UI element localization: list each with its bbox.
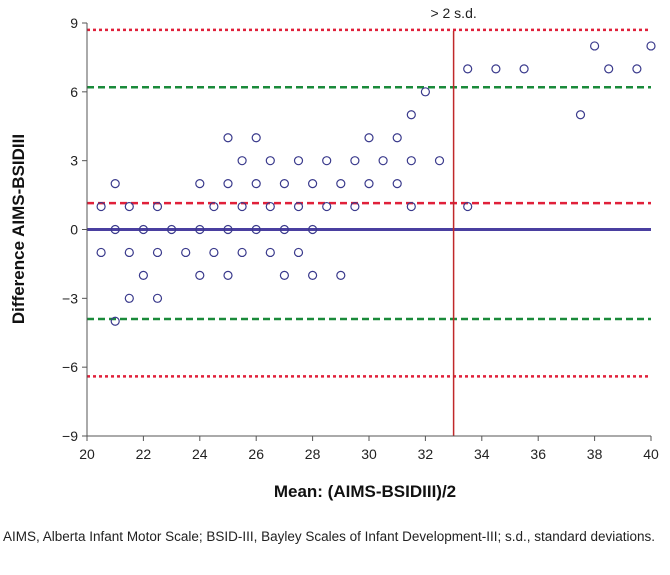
- data-point: [110, 224, 120, 235]
- x-tick-label: 22: [136, 446, 152, 462]
- data-point: [308, 270, 318, 280]
- data-point: [392, 133, 402, 143]
- data-point: [279, 224, 289, 235]
- data-point: [152, 293, 163, 303]
- data-point: [223, 133, 233, 143]
- data-point: [322, 201, 332, 212]
- y-tick-label: −3: [62, 290, 78, 306]
- data-point: [519, 64, 529, 74]
- data-point: [406, 110, 416, 120]
- data-point: [96, 201, 106, 212]
- data-point: [223, 270, 233, 280]
- data-point: [406, 201, 416, 212]
- x-tick-label: 30: [361, 446, 377, 462]
- x-tick-label: 40: [643, 446, 659, 462]
- data-point: [406, 156, 416, 166]
- data-point: [293, 201, 304, 212]
- data-point: [392, 179, 402, 189]
- data-point: [265, 201, 275, 212]
- data-point: [138, 270, 148, 280]
- figure-caption: AIMS, Alberta Infant Motor Scale; BSID-I…: [3, 529, 656, 544]
- data-point: [293, 156, 304, 166]
- data-point: [237, 201, 247, 212]
- data-point: [420, 87, 430, 97]
- data-point: [251, 224, 261, 235]
- y-tick-label: 6: [70, 84, 78, 100]
- data-point: [265, 156, 275, 166]
- x-tick-label: 32: [418, 446, 434, 462]
- data-point: [237, 247, 247, 258]
- y-tick-label: −9: [62, 428, 78, 444]
- data-point: [195, 179, 205, 189]
- data-point: [195, 270, 205, 280]
- data-point: [209, 247, 219, 258]
- data-point: [646, 41, 656, 51]
- data-point: [350, 156, 360, 166]
- data-point: [195, 224, 205, 235]
- data-point: [223, 224, 233, 235]
- data-point: [604, 64, 614, 74]
- x-tick-label: 28: [305, 446, 321, 462]
- vertical-line-label: > 2 s.d.: [430, 5, 476, 21]
- data-point: [308, 224, 318, 235]
- x-tick-label: 20: [79, 446, 95, 462]
- data-point: [110, 316, 120, 326]
- data-point: [632, 64, 642, 74]
- x-tick-label: 34: [474, 446, 490, 462]
- data-point: [589, 41, 600, 51]
- data-point: [237, 156, 247, 166]
- data-point: [364, 179, 374, 189]
- data-point: [463, 64, 473, 74]
- data-point: [322, 156, 332, 166]
- data-point: [124, 293, 134, 303]
- data-point: [251, 179, 261, 189]
- y-tick-label: 0: [70, 222, 78, 238]
- data-point: [265, 247, 275, 258]
- data-point: [124, 247, 134, 258]
- data-point: [138, 224, 148, 235]
- data-point: [336, 179, 346, 189]
- data-point: [223, 179, 233, 189]
- x-tick-label: 36: [530, 446, 546, 462]
- data-point: [491, 64, 501, 74]
- data-point: [364, 133, 374, 143]
- data-point: [124, 201, 134, 212]
- x-tick-label: 38: [587, 446, 603, 462]
- y-tick-label: −6: [62, 359, 78, 375]
- data-point: [336, 270, 346, 280]
- data-point: [167, 224, 177, 235]
- data-point: [152, 201, 163, 212]
- y-tick-label: 3: [70, 153, 78, 169]
- data-point: [378, 156, 388, 166]
- data-point: [463, 201, 473, 212]
- data-point: [293, 247, 304, 258]
- data-point: [96, 247, 106, 258]
- reference-lines: [87, 28, 651, 436]
- x-tick-label: 24: [192, 446, 208, 462]
- y-axis-title: Difference AIMS-BSIDIII: [9, 134, 28, 324]
- x-axis-title: Mean: (AIMS-BSIDIII)/2: [274, 482, 456, 501]
- data-point: [279, 270, 289, 280]
- data-point: [209, 201, 219, 212]
- data-point: [434, 156, 445, 166]
- data-point: [181, 247, 191, 258]
- data-point: [575, 110, 586, 120]
- data-point: [350, 201, 360, 212]
- y-tick-label: 9: [70, 15, 78, 31]
- x-tick-label: 26: [248, 446, 264, 462]
- data-point: [152, 247, 163, 258]
- data-point: [308, 179, 318, 189]
- data-point: [251, 133, 261, 143]
- data-points: [96, 41, 656, 326]
- data-point: [279, 179, 289, 189]
- data-point: [110, 179, 120, 189]
